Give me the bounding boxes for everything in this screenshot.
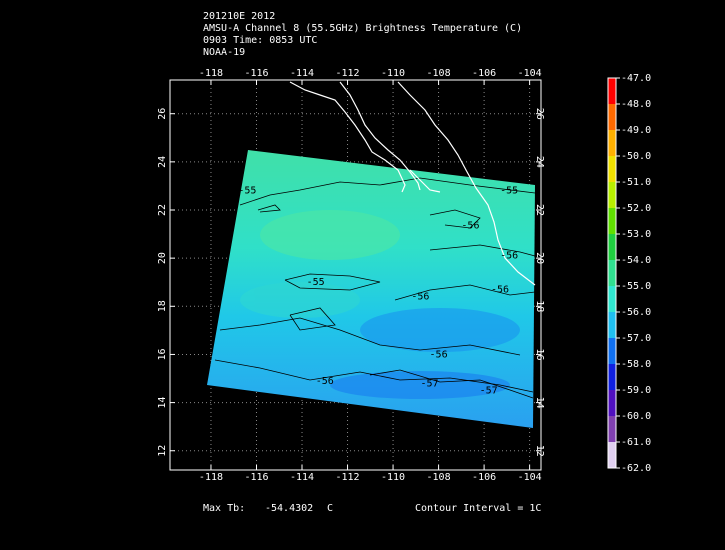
x-tick-label-top: -118: [199, 68, 223, 79]
colorbar-segment: [608, 260, 616, 287]
x-tick-label-top: -110: [381, 68, 405, 79]
x-tick-label-top: -112: [335, 68, 359, 79]
colorbar-label: -54.0: [621, 255, 651, 266]
header-line: 0903 Time: 0853 UTC: [203, 35, 317, 46]
y-tick-label-right: 18: [534, 300, 545, 312]
y-tick-label-left: 22: [157, 204, 168, 216]
contour-label: -55: [307, 277, 325, 288]
y-tick-label-left: 24: [157, 156, 168, 168]
colorbar: -47.0 -48.0 -49.0 -50.0 -51.0 -52.0 -53.0 -54.0…: [607, 73, 651, 474]
y-tick-label-left: 16: [157, 348, 168, 360]
contour-label: -57: [480, 386, 498, 397]
x-tick-label-bottom: -106: [472, 472, 496, 483]
colorbar-label: -58.0: [621, 359, 651, 370]
colorbar-segment: [608, 416, 616, 443]
x-tick-label-bottom: -108: [427, 472, 451, 483]
colorbar-label: -61.0: [621, 437, 651, 448]
colorbar-label: -60.0: [621, 411, 651, 422]
colorbar-segment: [608, 78, 616, 105]
x-tick-label-bottom: -114: [290, 472, 314, 483]
colorbar-segment: [608, 156, 616, 183]
colorbar-label: -50.0: [621, 151, 651, 162]
colorbar-label: -59.0: [621, 385, 651, 396]
max-value: -54.4302: [265, 503, 313, 514]
colorbar-segment: [608, 338, 616, 365]
header-line: 201210E 2012: [203, 11, 275, 22]
colorbar-segment: [608, 442, 616, 469]
y-tick-label-right: 16: [534, 348, 545, 360]
header-line: NOAA-19: [203, 47, 245, 58]
contour-label: -56: [491, 284, 509, 295]
x-tick-label-bottom: -110: [381, 472, 405, 483]
colorbar-label: -47.0: [621, 73, 651, 84]
colorbar-label: -62.0: [621, 463, 651, 474]
colorbar-segment: [608, 390, 616, 417]
colorbar-segment: [608, 182, 616, 209]
colorbar-segment: [608, 208, 616, 235]
colorbar-label: -56.0: [621, 307, 651, 318]
colorbar-segment: [608, 286, 616, 313]
y-tick-label-left: 14: [157, 397, 168, 409]
x-tick-label-top: -114: [290, 68, 314, 79]
y-tick-label-right: 12: [534, 445, 545, 457]
contour-label: -55: [238, 186, 256, 197]
colorbar-frame: [607, 77, 617, 469]
colorbar-label: -52.0: [621, 203, 651, 214]
colorbar-segment: [608, 312, 616, 339]
header-line: AMSU-A Channel 8 (55.5GHz) Brightness Te…: [203, 23, 522, 34]
contour-label: -56: [411, 292, 429, 303]
y-tick-label-right: 26: [534, 108, 545, 120]
colorbar-segment: [608, 364, 616, 391]
map-frame: [169, 79, 542, 471]
y-tick-label-right: 24: [534, 156, 545, 168]
colorbar-label: -49.0: [621, 125, 651, 136]
x-tick-label-bottom: -112: [335, 472, 359, 483]
x-tick-label-top: -108: [427, 68, 451, 79]
y-tick-label-right: 14: [534, 397, 545, 409]
colorbar-label: -48.0: [621, 99, 651, 110]
y-tick-label-right: 22: [534, 204, 545, 216]
colorbar-label: -51.0: [621, 177, 651, 188]
axis-ticks: -118 -118 -116 -116 -114 -114 -112 -112 -110 -110…: [157, 68, 545, 483]
colorbar-label: -55.0: [621, 281, 651, 292]
contour-label: -56: [316, 376, 334, 387]
y-tick-label-right: 20: [534, 252, 545, 264]
x-tick-label-top: -116: [244, 68, 268, 79]
contour-label: -57: [420, 378, 438, 389]
y-tick-label-left: 26: [157, 108, 168, 120]
colorbar-label: -53.0: [621, 229, 651, 240]
contour-labels: -55 -55 -56 -56 -55 -56 -56 -56 -56 -57 -57: [238, 186, 518, 397]
x-tick-label-top: -106: [472, 68, 496, 79]
x-tick-label-top: -104: [518, 68, 542, 79]
contour-label: -55: [500, 186, 518, 197]
x-tick-label-bottom: -104: [518, 472, 542, 483]
colorbar-segment: [608, 104, 616, 131]
swath-texture: [240, 210, 520, 399]
contour-label: -56: [461, 221, 479, 232]
coastline: [289, 81, 536, 286]
x-tick-label-bottom: -116: [244, 472, 268, 483]
y-tick-label-left: 20: [157, 252, 168, 264]
contours: [214, 177, 536, 399]
footer: Max Tb: -54.4302 C Contour Interval = 1C: [203, 503, 541, 514]
contour-label: -56: [500, 251, 518, 262]
contour-interval: Contour Interval = 1C: [415, 503, 541, 514]
max-unit: C: [327, 503, 333, 514]
colorbar-segment: [608, 130, 616, 157]
x-tick-label-bottom: -118: [199, 472, 223, 483]
y-tick-label-left: 12: [157, 445, 168, 457]
y-tick-label-left: 18: [157, 300, 168, 312]
colorbar-segment: [608, 234, 616, 261]
colorbar-label: -57.0: [621, 333, 651, 344]
max-label: Max Tb:: [203, 503, 245, 514]
contour-label: -56: [430, 349, 448, 360]
